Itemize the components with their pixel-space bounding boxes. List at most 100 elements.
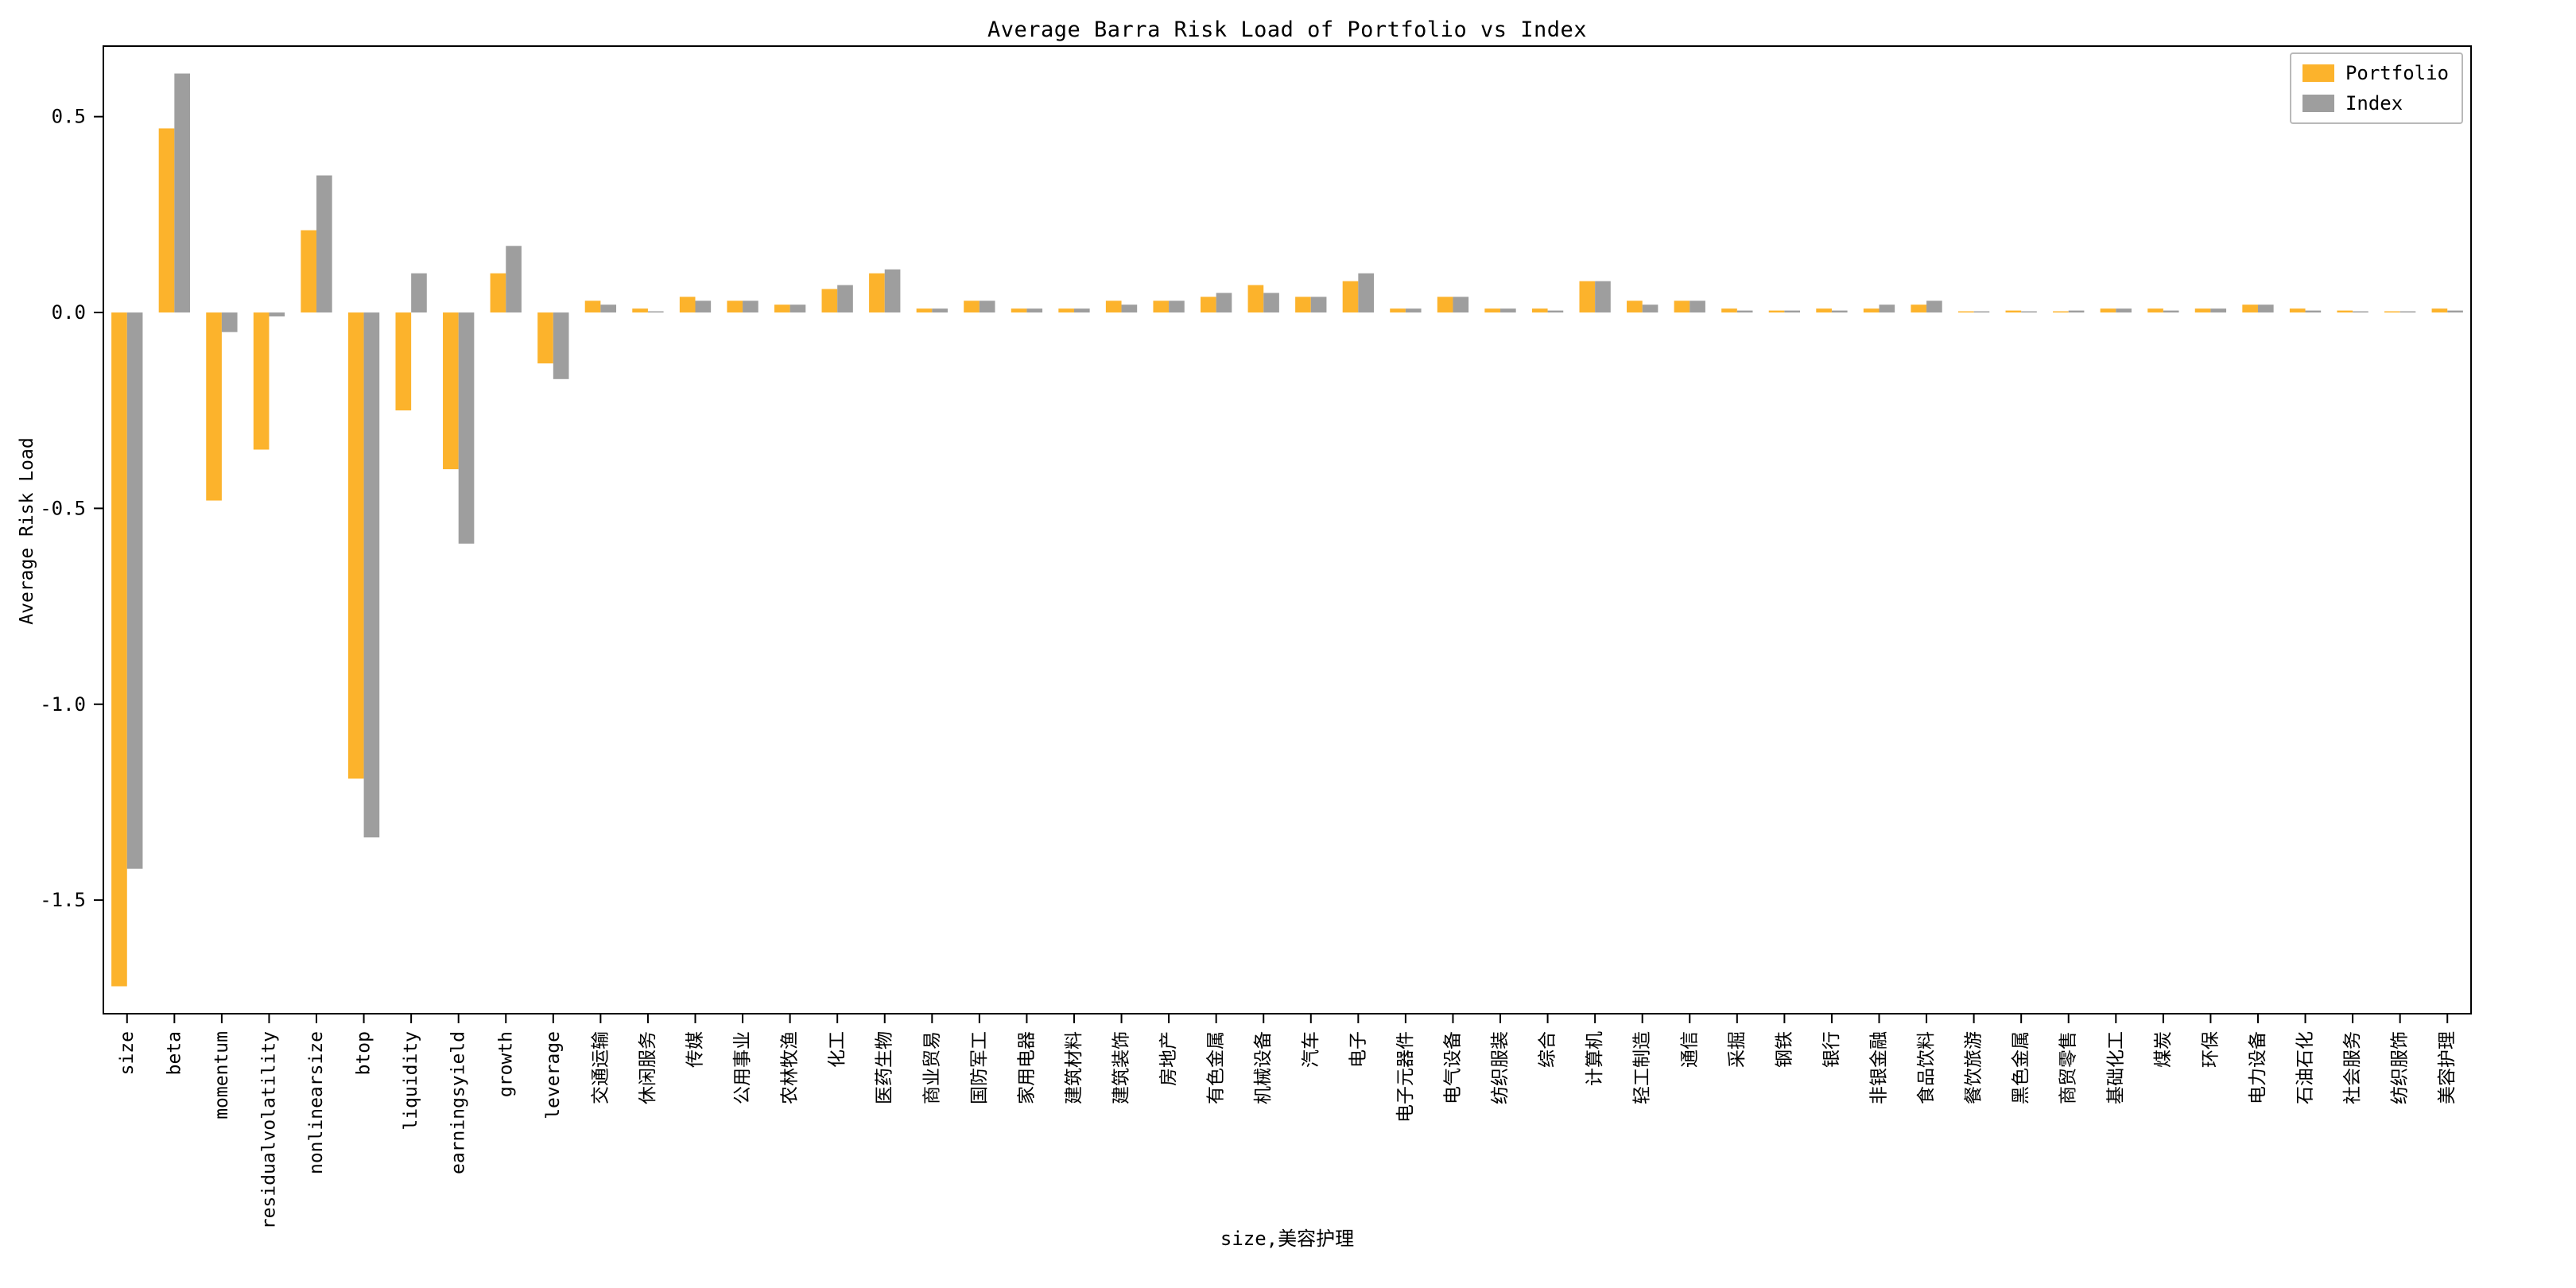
bar-index <box>932 308 948 313</box>
x-tick-label: nonlinearsize <box>306 1031 327 1174</box>
bar-portfolio <box>1674 301 1690 313</box>
bar-portfolio <box>395 312 412 411</box>
legend-swatch-index-icon <box>2302 95 2334 112</box>
x-tick-label: 基础化工 <box>2105 1031 2126 1104</box>
x-tick-label: 化工 <box>827 1031 848 1068</box>
x-tick-label: 有色金属 <box>1206 1031 1227 1104</box>
bar-portfolio <box>443 312 459 470</box>
bar-index <box>221 312 238 332</box>
legend-item-index: Index <box>2302 92 2449 114</box>
bar-portfolio <box>2147 308 2163 313</box>
x-tick-label: 电气设备 <box>1442 1031 1463 1104</box>
bar-portfolio <box>1153 301 1170 313</box>
bar-portfolio <box>1911 305 1927 313</box>
bar-portfolio <box>1105 301 1122 313</box>
bar-portfolio <box>2289 308 2306 313</box>
chart-title: Average Barra Risk Load of Portfolio vs … <box>987 17 1587 42</box>
y-tick-label: -0.5 <box>40 497 86 519</box>
bar-portfolio <box>1342 281 1359 313</box>
x-tick-label: 纺织服饰 <box>2390 1031 2411 1104</box>
x-tick-label: liquidity <box>401 1031 421 1131</box>
bar-index <box>411 273 427 313</box>
x-tick-label: 非银金融 <box>1869 1031 1890 1104</box>
bar-index <box>553 312 569 379</box>
bar-index <box>1169 301 1185 313</box>
bar-portfolio <box>1201 297 1216 313</box>
bar-index <box>2163 310 2179 313</box>
legend-label-portfolio: Portfolio <box>2345 62 2449 84</box>
x-tick-label: 电力设备 <box>2248 1031 2268 1104</box>
bar-portfolio <box>2384 311 2400 313</box>
bar-portfolio <box>1437 297 1453 313</box>
x-tick-label: 通信 <box>1679 1031 1700 1068</box>
bar-index <box>1121 305 1138 313</box>
bar-index <box>2447 310 2463 313</box>
bar-index <box>1263 293 1279 313</box>
bar-portfolio <box>727 301 743 313</box>
bar-portfolio <box>2337 310 2353 313</box>
bar-portfolio <box>679 297 696 313</box>
bar-portfolio <box>2005 310 2022 313</box>
bar-portfolio <box>584 301 601 313</box>
x-tick-label: 农林牧渔 <box>780 1031 801 1104</box>
bar-index <box>2021 311 2037 313</box>
bar-index <box>506 246 522 313</box>
bar-portfolio <box>1058 308 1074 313</box>
bar-portfolio <box>1816 308 1832 313</box>
bar-portfolio <box>301 230 317 313</box>
x-tick-label: 计算机 <box>1585 1031 1605 1086</box>
bar-portfolio <box>774 305 790 313</box>
bar-portfolio <box>1247 285 1264 313</box>
bar-index <box>1736 310 1753 313</box>
legend-label-index: Index <box>2345 92 2403 114</box>
x-tick-label: 商业贸易 <box>921 1031 942 1104</box>
y-tick-label: -1.0 <box>40 693 86 716</box>
x-tick-label: 家用电器 <box>1016 1031 1037 1104</box>
x-tick-label: 商贸零售 <box>2058 1031 2079 1104</box>
x-tick-label: 餐饮旅游 <box>1964 1031 1984 1104</box>
y-tick-label: 0.5 <box>52 106 86 128</box>
bar-portfolio <box>1721 308 1737 313</box>
bar-index <box>1405 308 1422 313</box>
bar-portfolio <box>158 128 175 313</box>
bar-index <box>1453 297 1469 313</box>
bar-portfolio <box>253 312 270 450</box>
bar-index <box>2353 311 2368 313</box>
bar-portfolio <box>347 312 364 779</box>
x-tick-label: 煤炭 <box>2153 1031 2174 1068</box>
bar-portfolio <box>2100 308 2116 313</box>
bar-portfolio <box>2194 308 2211 313</box>
bar-index <box>316 175 332 313</box>
bar-portfolio <box>1531 308 1548 313</box>
bar-index <box>2210 308 2227 313</box>
x-tick-label: 国防军工 <box>969 1031 990 1104</box>
bar-portfolio <box>1390 308 1406 313</box>
x-tick-label: residualvolatility <box>258 1031 279 1229</box>
x-tick-label: 黑色金属 <box>2011 1031 2031 1104</box>
x-tick-label: 银行 <box>1821 1031 1842 1068</box>
x-tick-label: size <box>117 1031 138 1075</box>
x-tick-label: 美容护理 <box>2437 1031 2458 1104</box>
x-tick-label: btop <box>354 1031 374 1075</box>
x-tick-label: 电子 <box>1348 1031 1368 1068</box>
y-tick-label: 0.0 <box>52 301 86 324</box>
bar-portfolio <box>2242 305 2258 313</box>
bar-index <box>1547 310 1564 313</box>
bar-index <box>789 305 806 313</box>
bar-index <box>1784 310 1801 313</box>
y-tick-label: -1.5 <box>40 889 86 911</box>
x-tick-label: 汽车 <box>1301 1031 1321 1068</box>
bar-portfolio <box>1627 301 1643 313</box>
x-tick-label: 石油石化 <box>2295 1031 2316 1104</box>
x-tick-label: 食品饮料 <box>1916 1031 1937 1104</box>
legend-swatch-portfolio-icon <box>2302 64 2334 82</box>
bar-portfolio <box>1011 308 1027 313</box>
bar-portfolio <box>2431 308 2448 313</box>
legend-item-portfolio: Portfolio <box>2302 62 2449 84</box>
bar-portfolio <box>1863 308 1880 313</box>
x-tick-label: 采掘 <box>1727 1031 1748 1068</box>
bar-portfolio <box>1295 297 1311 313</box>
x-tick-label: 综合 <box>1538 1031 1558 1068</box>
x-axis-label: size,美容护理 <box>1220 1228 1355 1250</box>
x-tick-label: growth <box>495 1031 516 1097</box>
